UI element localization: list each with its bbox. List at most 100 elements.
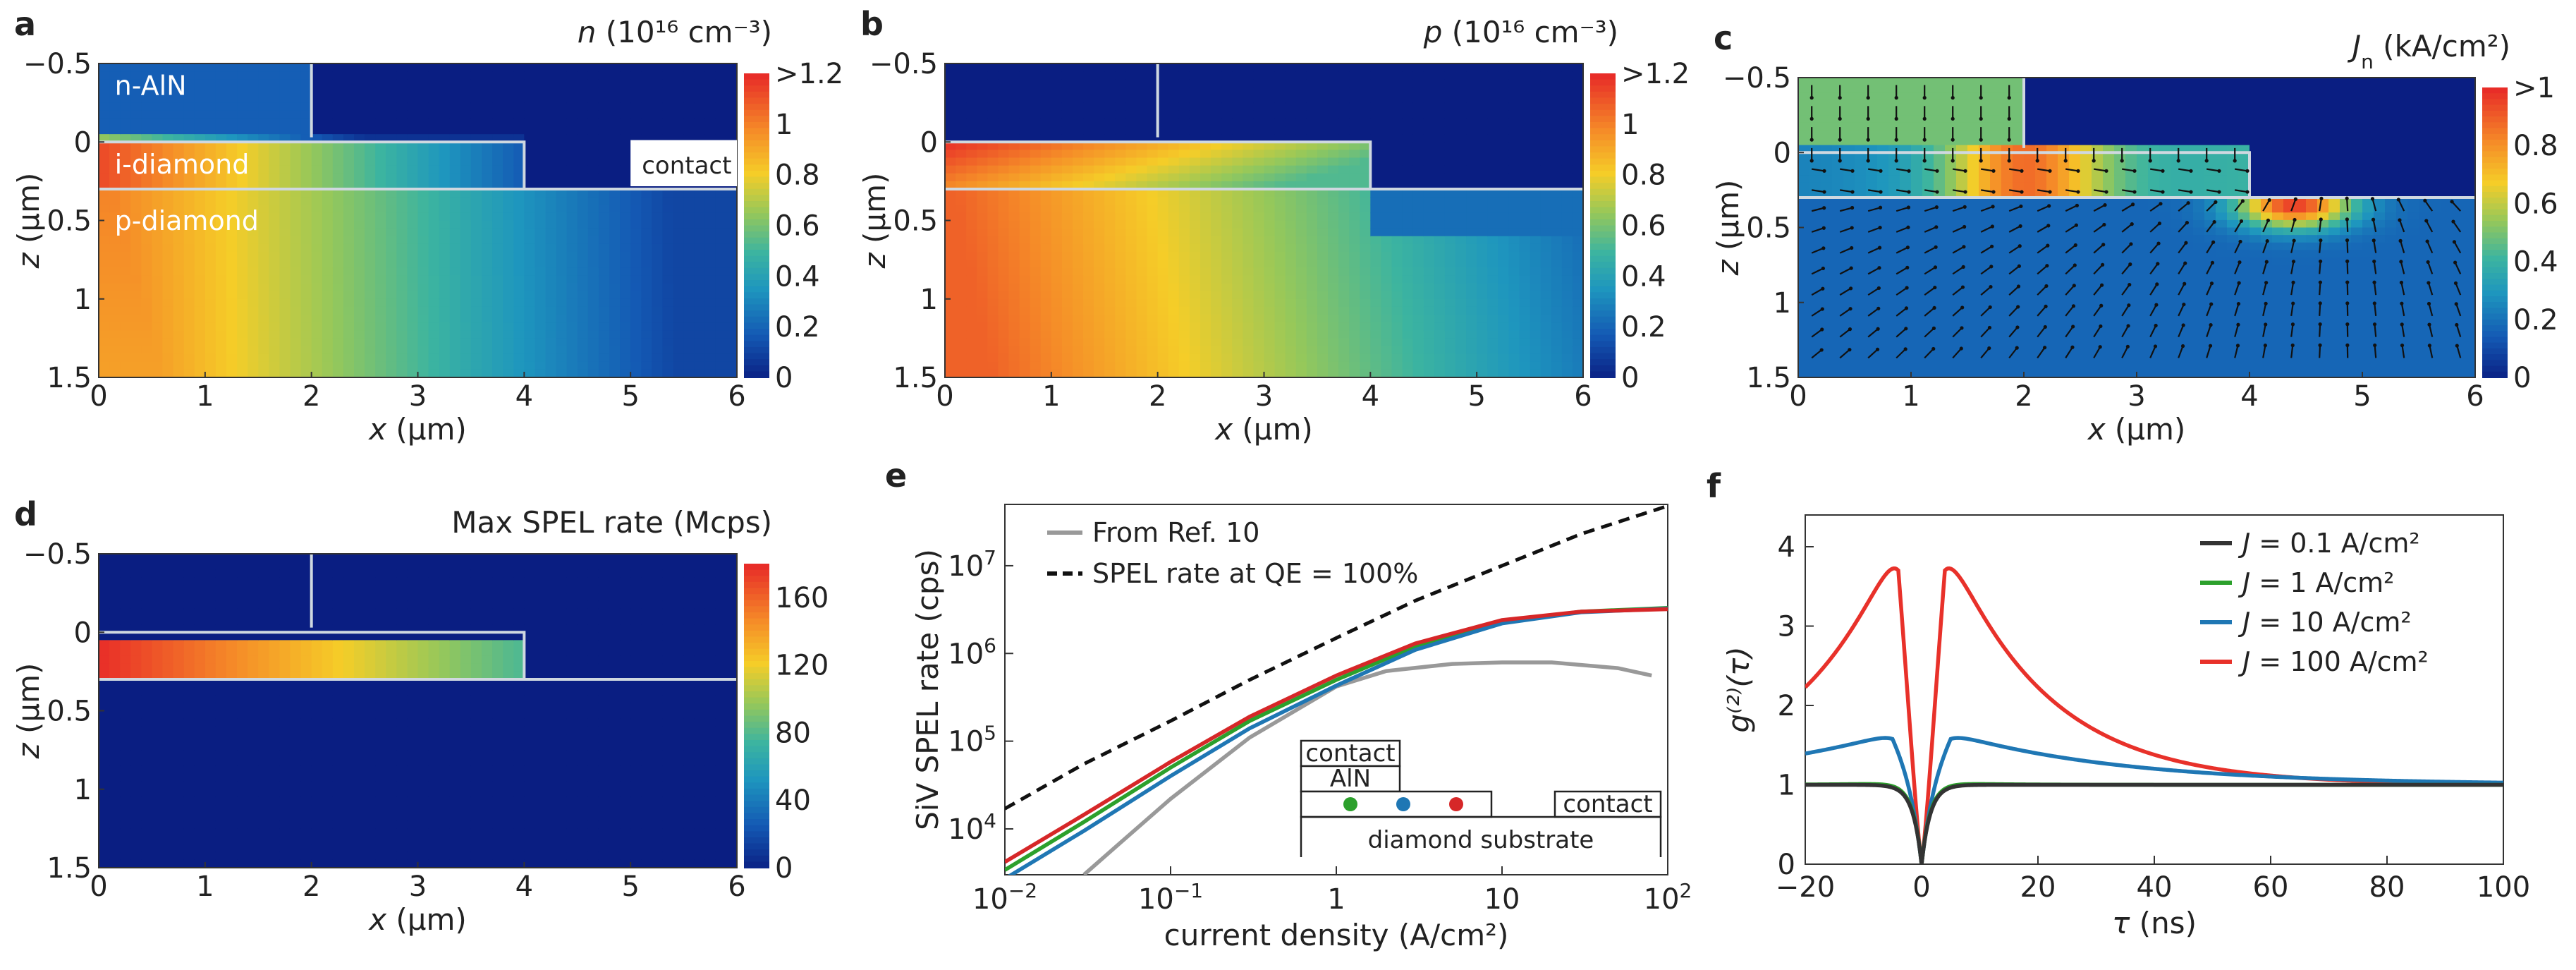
heatmap-cell [1189, 298, 1201, 308]
heatmap-cell [1519, 267, 1531, 277]
heatmap-cell [1157, 126, 1169, 135]
heatmap-cell [1444, 283, 1456, 292]
heatmap-cell [1508, 338, 1520, 347]
heatmap-cell [1232, 243, 1244, 253]
heatmap-cell [449, 353, 461, 363]
heatmap-cell [1285, 142, 1297, 151]
heatmap-cell [300, 71, 312, 80]
heatmap-cell [694, 189, 706, 198]
heatmap-cell [1264, 157, 1276, 166]
heatmap-cell [99, 236, 110, 245]
colorbar-segment [1590, 304, 1616, 312]
heatmap-cell [1477, 322, 1489, 332]
heatmap-cell [1540, 118, 1552, 127]
heatmap-cell [1125, 260, 1137, 269]
heatmap-cell [130, 118, 142, 127]
heatmap-cell [956, 315, 967, 323]
heatmap-cell [1423, 243, 1435, 253]
heatmap-cell [1051, 315, 1063, 323]
heatmap-cell [1073, 228, 1084, 237]
heatmap-cell [1008, 243, 1020, 253]
heatmap-cell [1125, 118, 1137, 127]
heatmap-cell [1104, 150, 1116, 159]
heatmap-cell [365, 150, 376, 159]
heatmap-cell [1402, 126, 1414, 135]
heatmap-cell [513, 291, 525, 300]
heatmap-cell [365, 220, 376, 229]
heatmap-cell [1423, 95, 1435, 104]
heatmap-cell [1328, 236, 1339, 245]
heatmap-cell [1136, 181, 1148, 190]
heatmap-cell [535, 181, 547, 190]
heatmap-cell [1561, 228, 1573, 237]
heatmap-cell [1168, 315, 1180, 323]
heatmap-cell [300, 110, 312, 119]
heatmap-cell [1572, 346, 1584, 355]
heatmap-cell [1285, 315, 1297, 323]
heatmap-cell [194, 361, 206, 370]
heatmap-cell [428, 181, 440, 190]
heatmap-cell [945, 330, 956, 339]
heatmap-cell [1030, 369, 1042, 378]
heatmap-cell [1125, 353, 1137, 363]
heatmap-cell [1477, 330, 1489, 339]
heatmap-cell [1551, 173, 1563, 182]
heatmap-cell [1434, 228, 1446, 237]
heatmap-cell [598, 102, 610, 111]
heatmap-cell [1391, 95, 1403, 104]
heatmap-cell [1285, 205, 1297, 214]
heatmap-cell [1487, 369, 1499, 378]
heatmap-cell [1051, 322, 1063, 332]
heatmap-cell [279, 298, 291, 308]
heatmap-cell [375, 142, 387, 151]
heatmap-cell [620, 189, 631, 198]
colorbar: 00.20.40.60.81>1.2 [1590, 58, 1690, 394]
heatmap-cell [1402, 306, 1414, 315]
heatmap-cell [945, 197, 956, 206]
heatmap-cell [545, 291, 557, 300]
heatmap-cell [215, 87, 227, 96]
heatmap-cell [1498, 189, 1510, 198]
heatmap-cell [1423, 353, 1435, 363]
heatmap-cell [237, 330, 248, 339]
heatmap-cell [1125, 126, 1137, 135]
heatmap-cell [1136, 189, 1148, 198]
heatmap-cell [449, 275, 461, 284]
heatmap-cell [492, 243, 503, 253]
heatmap-cell [1349, 361, 1361, 370]
heatmap-cell [1508, 212, 1520, 222]
label-part: (μm) [1233, 412, 1313, 447]
heatmap-cell [694, 298, 706, 308]
heatmap-cell [1391, 157, 1403, 166]
colorbar-segment [744, 262, 769, 269]
heatmap-cell [407, 346, 419, 355]
heatmap-cell [269, 95, 281, 104]
heatmap-cell [1253, 353, 1265, 363]
heatmap-cell [1370, 142, 1382, 151]
heatmap-cell [1381, 71, 1393, 80]
heatmap-cell [1349, 315, 1361, 323]
heatmap-cell [99, 275, 110, 284]
heatmap-cell [1381, 134, 1393, 143]
heatmap-cell [1423, 330, 1435, 339]
heatmap-cell [1061, 236, 1073, 245]
heatmap-cell [386, 150, 398, 159]
heatmap-cell [354, 71, 365, 80]
heatmap-cell [524, 212, 536, 222]
heatmap-cell [1498, 205, 1510, 214]
heatmap-cell [566, 63, 578, 72]
heatmap-cell [1178, 306, 1190, 315]
heatmap-cell [194, 369, 206, 378]
heatmap-cell [630, 306, 642, 315]
heatmap-cell [375, 306, 387, 315]
heatmap-cell [1317, 181, 1329, 190]
heatmap-cell [152, 243, 164, 253]
heatmap-cell [683, 306, 695, 315]
heatmap-cell [1349, 220, 1361, 229]
heatmap-cell [248, 71, 260, 80]
x-tick-label: 1 [196, 380, 214, 413]
heatmap-cell [609, 346, 621, 355]
heatmap-cell [683, 315, 695, 323]
heatmap-cell [1274, 315, 1286, 323]
heatmap-cell [1232, 205, 1244, 214]
